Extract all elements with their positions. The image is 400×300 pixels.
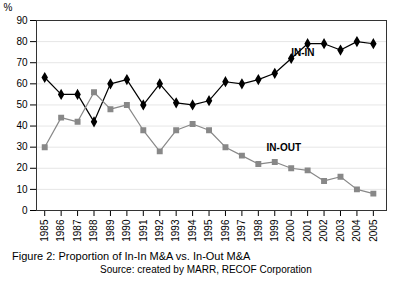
svg-text:1997: 1997 xyxy=(236,219,247,242)
svg-text:2003: 2003 xyxy=(335,219,346,242)
svg-text:1996: 1996 xyxy=(220,219,231,242)
svg-text:1995: 1995 xyxy=(203,219,214,242)
svg-text:1991: 1991 xyxy=(138,219,149,242)
svg-text:1986: 1986 xyxy=(55,219,66,242)
svg-text:1994: 1994 xyxy=(187,219,198,242)
svg-text:70: 70 xyxy=(16,57,28,68)
svg-text:20: 20 xyxy=(16,162,28,173)
svg-text:IN-IN: IN-IN xyxy=(291,47,314,58)
svg-text:80: 80 xyxy=(16,36,28,47)
svg-text:1992: 1992 xyxy=(154,219,165,242)
svg-text:1990: 1990 xyxy=(121,219,132,242)
svg-text:%: % xyxy=(4,2,13,13)
svg-text:1998: 1998 xyxy=(253,219,264,242)
svg-text:2000: 2000 xyxy=(285,219,296,242)
svg-text:50: 50 xyxy=(16,99,28,110)
svg-text:IN-OUT: IN-OUT xyxy=(267,142,301,153)
svg-text:60: 60 xyxy=(16,78,28,89)
svg-text:10: 10 xyxy=(16,184,28,195)
svg-text:1988: 1988 xyxy=(88,219,99,242)
svg-text:1999: 1999 xyxy=(269,219,280,242)
svg-text:2002: 2002 xyxy=(318,219,329,242)
svg-text:1989: 1989 xyxy=(105,219,116,242)
svg-text:90: 90 xyxy=(16,15,28,26)
svg-text:30: 30 xyxy=(16,141,28,152)
svg-text:0: 0 xyxy=(22,205,28,216)
svg-text:40: 40 xyxy=(16,120,28,131)
html-text:Figure 2: Proportion of In-In: Figure 2: Proportion of In-In M&A vs. In… xyxy=(12,250,251,262)
svg-text:1993: 1993 xyxy=(170,219,181,242)
svg-text:1985: 1985 xyxy=(39,219,50,242)
svg-text:1987: 1987 xyxy=(72,219,83,242)
html-text:Source: created by MARR, RECOF: Source: created by MARR, RECOF Corporati… xyxy=(100,264,312,275)
svg-text:2001: 2001 xyxy=(302,219,313,242)
svg-text:2004: 2004 xyxy=(351,219,362,242)
svg-text:2005: 2005 xyxy=(368,219,379,242)
